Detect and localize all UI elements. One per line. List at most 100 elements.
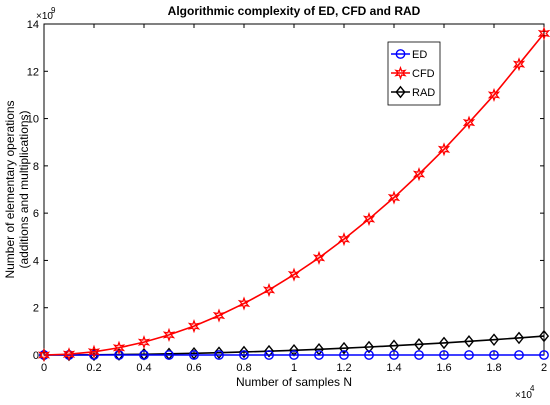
legend-label: CFD <box>412 68 435 80</box>
x-tick-label: 0.2 <box>86 362 101 374</box>
data-point-cfd <box>387 190 401 205</box>
data-point-cfd <box>187 319 201 334</box>
y-axis-label: Number of elementary operations (additio… <box>3 100 31 278</box>
x-tick-label: 1.2 <box>336 362 351 374</box>
series-line-cfd <box>43 32 545 356</box>
legend-item-ed: ED <box>391 49 427 61</box>
data-point-rad <box>263 344 275 358</box>
data-point-ed <box>439 350 449 360</box>
data-point-cfd <box>87 344 101 359</box>
data-point-cfd <box>37 347 51 363</box>
x-tick-label: 1.8 <box>486 362 501 374</box>
y-axis-label-line-2: (additions and multiplications) <box>17 110 31 268</box>
data-point-rad <box>538 329 550 343</box>
x-tick-label: 1 <box>291 362 297 374</box>
data-point-ed <box>214 350 224 360</box>
legend-item-rad: RAD <box>391 85 435 99</box>
y-axis-exponent: ×10 9 <box>36 6 56 22</box>
y-axis-ticks: 0 2 4 6 8 10 12 14 <box>27 19 544 362</box>
x-axis-exponent: ×10 4 <box>515 384 535 401</box>
data-point-cfd <box>412 167 426 182</box>
legend-swatch-marker <box>395 85 406 99</box>
data-point-cfd <box>62 347 76 362</box>
x-tick-label: 2 <box>541 362 547 374</box>
data-point-cfd <box>462 115 476 130</box>
y-tick-label: 10 <box>27 114 39 126</box>
data-point-cfd <box>137 335 151 350</box>
legend-swatch-marker <box>394 65 407 81</box>
legend-label: RAD <box>412 87 435 99</box>
data-point-ed <box>339 350 349 360</box>
y-tick-label: 14 <box>27 19 39 31</box>
y-tick-label: 6 <box>33 208 39 220</box>
y-exponent-base: ×10 <box>36 11 53 22</box>
data-point-rad <box>413 338 425 351</box>
x-tick-label: 1.6 <box>436 362 451 374</box>
data-point-rad <box>213 346 225 359</box>
data-point-ed <box>239 350 249 360</box>
data-point-cfd <box>312 250 326 265</box>
x-axis-ticks: 0 0.2 0.4 0.6 0.8 1 1.2 1.4 1.6 1.8 2 <box>41 24 547 374</box>
y-tick-label: 4 <box>33 255 39 267</box>
legend-swatch-marker <box>395 49 406 59</box>
data-point-ed <box>314 350 324 360</box>
data-point-ed <box>389 350 399 360</box>
data-point-rad <box>363 340 375 354</box>
y-tick-label: 0 <box>33 350 39 362</box>
data-point-ed <box>489 350 499 360</box>
legend: ED CFD RAD <box>387 41 441 106</box>
legend-item-cfd: CFD <box>391 65 435 81</box>
data-point-cfd <box>262 282 276 298</box>
x-exponent-base: ×10 <box>515 390 532 401</box>
y-axis-label-line-1: Number of elementary operations <box>3 100 17 278</box>
x-tick-label: 0.6 <box>186 362 201 374</box>
data-point-cfd <box>362 211 376 227</box>
y-tick-label: 2 <box>33 303 39 315</box>
data-point-ed <box>514 350 524 360</box>
data-point-cfd <box>112 340 126 355</box>
x-tick-label: 1.4 <box>386 362 401 374</box>
data-point-ed <box>464 350 474 360</box>
data-point-ed <box>414 350 424 360</box>
data-point-rad <box>488 333 500 346</box>
series-cfd <box>37 26 550 363</box>
data-point-cfd <box>437 142 451 157</box>
data-point-ed <box>164 350 174 360</box>
data-point-cfd <box>212 308 226 323</box>
plot-area: 0 0.2 0.4 0.6 0.8 1 1.2 1.4 1.6 1.8 2 0 2 4 6 8 10 12 14 <box>27 19 550 374</box>
data-point-cfd <box>487 87 501 103</box>
data-point-rad <box>463 335 475 348</box>
x-tick-label: 0 <box>41 362 47 374</box>
x-tick-label: 0.8 <box>236 362 251 374</box>
data-point-rad <box>238 345 250 359</box>
data-point-cfd <box>287 267 301 282</box>
data-point-cfd <box>237 296 251 311</box>
x-exponent-power: 4 <box>530 384 535 393</box>
data-point-ed <box>139 350 149 360</box>
y-tick-label: 8 <box>33 161 39 173</box>
data-point-ed <box>89 350 99 360</box>
y-tick-label: 12 <box>27 66 39 78</box>
data-point-ed <box>364 350 374 360</box>
data-point-rad <box>513 331 525 345</box>
series-layer <box>37 26 550 363</box>
data-point-ed <box>114 350 124 360</box>
series-ed <box>39 350 549 360</box>
data-point-cfd <box>162 327 176 343</box>
data-point-ed <box>264 350 274 360</box>
data-point-ed <box>189 350 199 360</box>
data-point-rad <box>338 341 350 355</box>
x-tick-label: 0.4 <box>136 362 151 374</box>
data-point-cfd <box>512 57 526 72</box>
legend-label: ED <box>412 49 427 61</box>
data-point-ed <box>289 350 299 360</box>
x-axis-label: Number of samples N <box>236 375 352 389</box>
data-point-cfd <box>337 232 351 247</box>
data-point-ed <box>539 350 549 360</box>
plot-frame <box>43 23 545 356</box>
data-point-cfd <box>537 26 550 41</box>
chart-title: Algorithmic complexity of ED, CFD and RA… <box>168 4 421 18</box>
data-point-rad <box>438 336 450 350</box>
y-exponent-power: 9 <box>51 6 56 15</box>
